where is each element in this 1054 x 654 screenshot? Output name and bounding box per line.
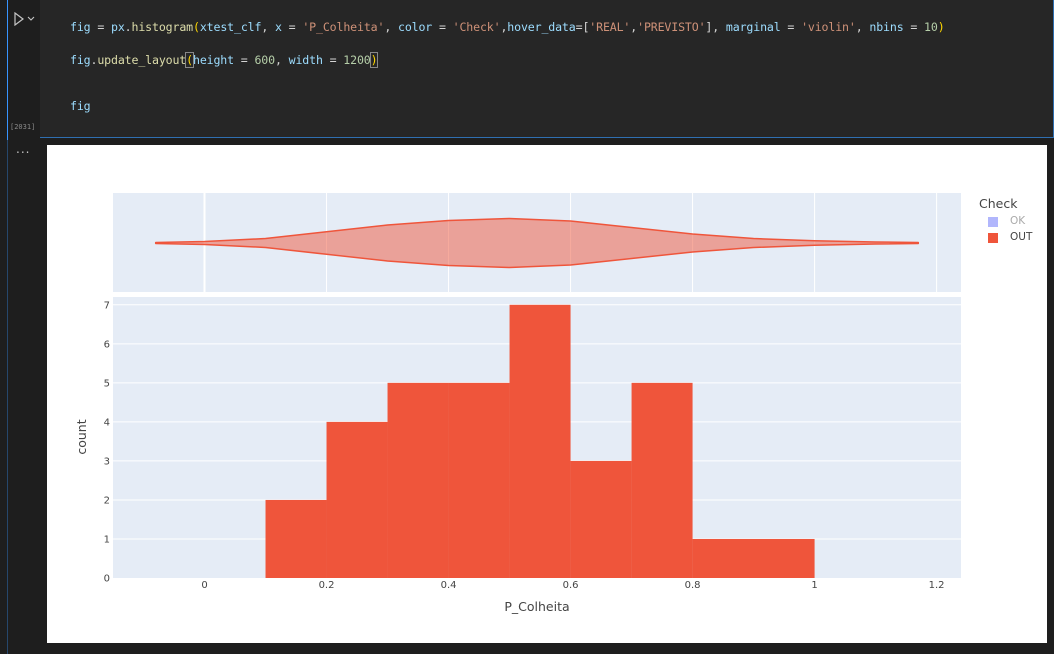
code-token: ], (705, 20, 726, 34)
code-token: 10 (924, 20, 938, 34)
play-icon (14, 12, 35, 26)
code-token: , (274, 53, 289, 67)
code-token: = (281, 20, 303, 34)
code-token: , (855, 20, 870, 34)
code-token: 'REAL' (589, 20, 631, 34)
code-token: . (124, 20, 132, 34)
x-tick-label: 0 (201, 580, 207, 591)
code-token: , (630, 20, 638, 34)
code-line: fig (70, 99, 91, 113)
code-token: color (397, 20, 433, 34)
legend-title: Check (979, 196, 1018, 211)
code-token: ( (193, 20, 200, 34)
code-token: fig (70, 99, 91, 113)
code-token: fig (70, 20, 91, 34)
legend-swatch-out (988, 233, 998, 243)
code-token: 'PREVISTO' (637, 20, 706, 34)
code-line: fig = px.histogram(xtest_clf, x = 'P_Col… (70, 20, 945, 34)
legend-item-ok[interactable]: OK (988, 215, 1048, 229)
x-tick-label: 1.2 (929, 580, 945, 591)
code-token: update_layout (97, 53, 187, 67)
code-token: marginal (725, 20, 781, 34)
code-token: . (90, 53, 98, 67)
y-axis-label: count (74, 419, 89, 454)
y-tick-label: 3 (104, 456, 110, 467)
code-token: , (261, 20, 275, 34)
code-token: px (111, 20, 125, 34)
execution-count: [2031] (10, 123, 36, 131)
code-token: xtest_clf (199, 20, 262, 34)
chevron-down-icon (27, 16, 35, 21)
code-token: x (275, 20, 282, 34)
legend-swatch-ok (988, 217, 998, 227)
y-tick-label: 1 (104, 534, 110, 545)
code-token: ) (369, 52, 379, 68)
code-token: 'Check' (452, 20, 501, 34)
x-tick-label: 0.4 (441, 580, 457, 591)
histogram-bar[interactable] (631, 382, 693, 578)
run-cell-button[interactable] (13, 12, 37, 30)
code-token: , (500, 20, 508, 34)
output-border (7, 140, 8, 654)
x-axis-label: P_Colheita (504, 599, 569, 614)
legend-label-ok: OK (1010, 215, 1026, 227)
cell-gutter (0, 0, 40, 654)
legend-label-out: OUT (1010, 231, 1033, 243)
code-token: 'P_Colheita' (302, 20, 385, 34)
code-token: fig (70, 53, 91, 67)
histogram-bar[interactable] (387, 382, 449, 578)
code-token: , (384, 20, 398, 34)
cell-focus-border (7, 0, 8, 140)
code-token: 600 (254, 53, 275, 67)
histogram-bar[interactable] (448, 382, 510, 578)
histogram-bar[interactable] (509, 304, 571, 578)
y-tick-label: 5 (104, 378, 110, 389)
code-token: = (432, 20, 453, 34)
x-tick-label: 1 (811, 580, 817, 591)
code-token: ( (185, 52, 194, 68)
code-token: = (90, 20, 111, 34)
code-token: histogram (131, 20, 194, 34)
code-token: width (288, 53, 323, 67)
y-tick-label: 0 (104, 574, 110, 585)
histogram-bar[interactable] (265, 499, 327, 578)
code-token: height (192, 53, 234, 67)
y-tick-label: 2 (104, 495, 110, 506)
x-tick-label: 0.8 (685, 580, 701, 591)
y-tick-label: 7 (104, 300, 110, 311)
y-tick-label: 4 (104, 417, 110, 428)
histogram-bar[interactable] (570, 460, 632, 578)
code-token: 'violin' (801, 20, 856, 34)
histogram-bar[interactable] (692, 538, 815, 578)
y-tick-label: 6 (104, 339, 110, 350)
code-line: fig.update_layout(height = 600, width = … (70, 52, 379, 68)
x-tick-label: 0.6 (563, 580, 579, 591)
x-tick-label: 0.2 (319, 580, 335, 591)
code-token: ) (937, 20, 945, 34)
histogram-bar[interactable] (326, 421, 388, 578)
code-token: 1200 (343, 53, 371, 67)
code-token: = (322, 53, 344, 67)
legend-item-out[interactable]: OUT (988, 231, 1048, 245)
output-menu-button[interactable]: ... (16, 142, 31, 156)
code-token: nbins (869, 20, 904, 34)
code-token: hover_data (507, 20, 576, 34)
code-token: = (233, 53, 255, 67)
code-token: = (780, 20, 802, 34)
code-token: = (903, 20, 925, 34)
code-token: =[ (575, 20, 590, 34)
violin-shape[interactable] (154, 217, 920, 269)
code-editor[interactable]: fig = px.histogram(xtest_clf, x = 'P_Col… (40, 0, 1054, 138)
